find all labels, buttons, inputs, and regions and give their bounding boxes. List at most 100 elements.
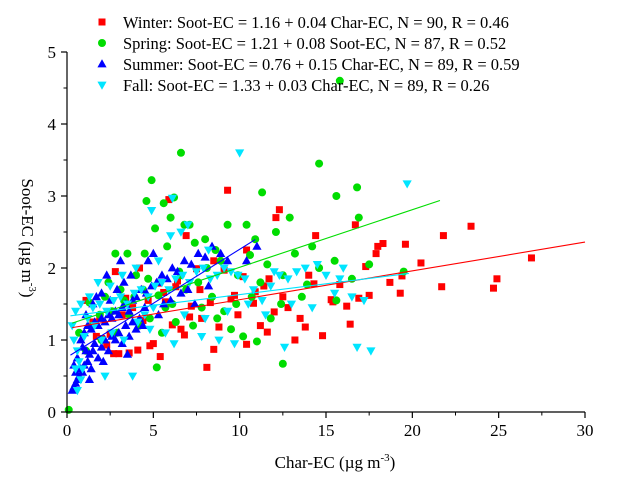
series-3-points xyxy=(67,149,412,396)
series-0-fit-line xyxy=(72,241,586,329)
series-3-point xyxy=(160,329,171,338)
y-tick-label: 5 xyxy=(48,43,57,62)
series-2-point xyxy=(76,335,86,344)
series-3-point xyxy=(191,268,202,277)
series-1-point xyxy=(251,235,260,244)
series-0-point xyxy=(260,282,268,290)
series-2-point xyxy=(121,320,131,329)
series-2-point xyxy=(183,284,193,293)
series-0-point xyxy=(111,268,119,276)
series-3-point xyxy=(164,286,174,295)
series-3-point xyxy=(279,343,290,352)
series-3-point xyxy=(157,279,167,288)
series-1-point xyxy=(145,314,154,323)
series-1-point xyxy=(252,337,261,346)
series-0-point xyxy=(355,294,363,302)
series-1-point xyxy=(163,242,172,251)
series-3-point xyxy=(153,257,164,266)
series-3-point xyxy=(359,297,369,306)
series-3-point xyxy=(136,286,146,295)
series-0-point xyxy=(118,311,126,319)
series-3-point xyxy=(286,300,297,309)
series-3-point xyxy=(184,279,195,288)
series-0-point xyxy=(110,350,118,358)
series-3-point xyxy=(84,293,95,302)
series-2-point xyxy=(138,320,148,329)
series-0-point xyxy=(362,263,370,271)
series-0-point xyxy=(234,311,242,319)
series-0-point xyxy=(168,321,176,329)
series-3-point xyxy=(88,304,98,313)
series-0-point xyxy=(379,240,387,248)
series-0-point xyxy=(270,308,278,316)
x-tick-label: 5 xyxy=(149,421,158,440)
series-0-point xyxy=(467,222,475,230)
series-0-point xyxy=(275,206,283,214)
series-3-point xyxy=(77,365,88,374)
series-1-point xyxy=(197,303,206,312)
series-2-point xyxy=(119,277,129,286)
x-tick-label: 0 xyxy=(63,421,72,440)
series-1-point xyxy=(239,332,248,341)
series-2-point xyxy=(115,256,126,265)
series-2-point xyxy=(107,313,117,322)
series-3-point xyxy=(229,340,240,349)
series-0-point xyxy=(351,221,359,229)
legend-marker-1 xyxy=(98,39,106,47)
series-0-point xyxy=(346,320,354,328)
series-3-point xyxy=(214,336,224,345)
series-3-fit-line xyxy=(70,272,409,317)
series-3-point xyxy=(197,333,207,342)
series-3-point xyxy=(76,300,86,309)
series-0-point xyxy=(249,299,257,307)
series-3-point xyxy=(240,275,250,284)
series-0-point xyxy=(327,296,335,304)
series-0-point xyxy=(527,254,535,262)
series-1-point xyxy=(227,325,236,334)
series-3-point xyxy=(145,325,155,334)
x-tick-label: 10 xyxy=(231,421,248,440)
series-0-point xyxy=(196,286,204,294)
axes: 0 5 10 15 20 25 30 0 1 2 3 4 5 xyxy=(48,43,594,440)
series-1-point xyxy=(332,192,341,200)
series-2-fit-line xyxy=(70,239,256,356)
series-2-point xyxy=(222,256,233,265)
series-0-point xyxy=(365,291,373,299)
series-0-point xyxy=(198,314,206,322)
series-1-point xyxy=(297,292,306,301)
series-0-point xyxy=(92,332,100,340)
series-2-point xyxy=(159,299,169,308)
series-3-point xyxy=(248,286,259,295)
series-3-point xyxy=(67,322,77,331)
series-3-point xyxy=(128,372,138,381)
series-1-point xyxy=(190,238,199,247)
series-1-point xyxy=(332,296,341,305)
series-0-point xyxy=(182,232,190,240)
series-3-point xyxy=(117,271,127,280)
series-3-point xyxy=(150,282,160,291)
series-3-point xyxy=(335,275,345,284)
series-3-point xyxy=(133,318,143,327)
series-3-point xyxy=(198,264,209,273)
series-1-point xyxy=(278,359,287,368)
series-3-point xyxy=(72,387,82,396)
series-1-point xyxy=(271,228,280,236)
series-1-point xyxy=(353,183,362,192)
series-2-point xyxy=(84,374,95,383)
series-0-point xyxy=(256,322,264,330)
series-2-point xyxy=(190,299,200,308)
series-3-point xyxy=(119,336,129,345)
series-1-point xyxy=(111,249,120,258)
series-2-point xyxy=(93,353,103,362)
legend-marker-3 xyxy=(97,81,107,90)
series-1-point xyxy=(171,318,180,326)
series-0-point xyxy=(291,336,299,344)
y-tick-label: 0 xyxy=(48,403,57,422)
series-3-point xyxy=(183,221,193,230)
series-0-point xyxy=(180,331,188,339)
y-tick-label: 2 xyxy=(48,259,57,278)
series-0-point xyxy=(224,186,232,194)
series-3-point xyxy=(71,365,81,374)
series-0-point xyxy=(103,341,111,349)
